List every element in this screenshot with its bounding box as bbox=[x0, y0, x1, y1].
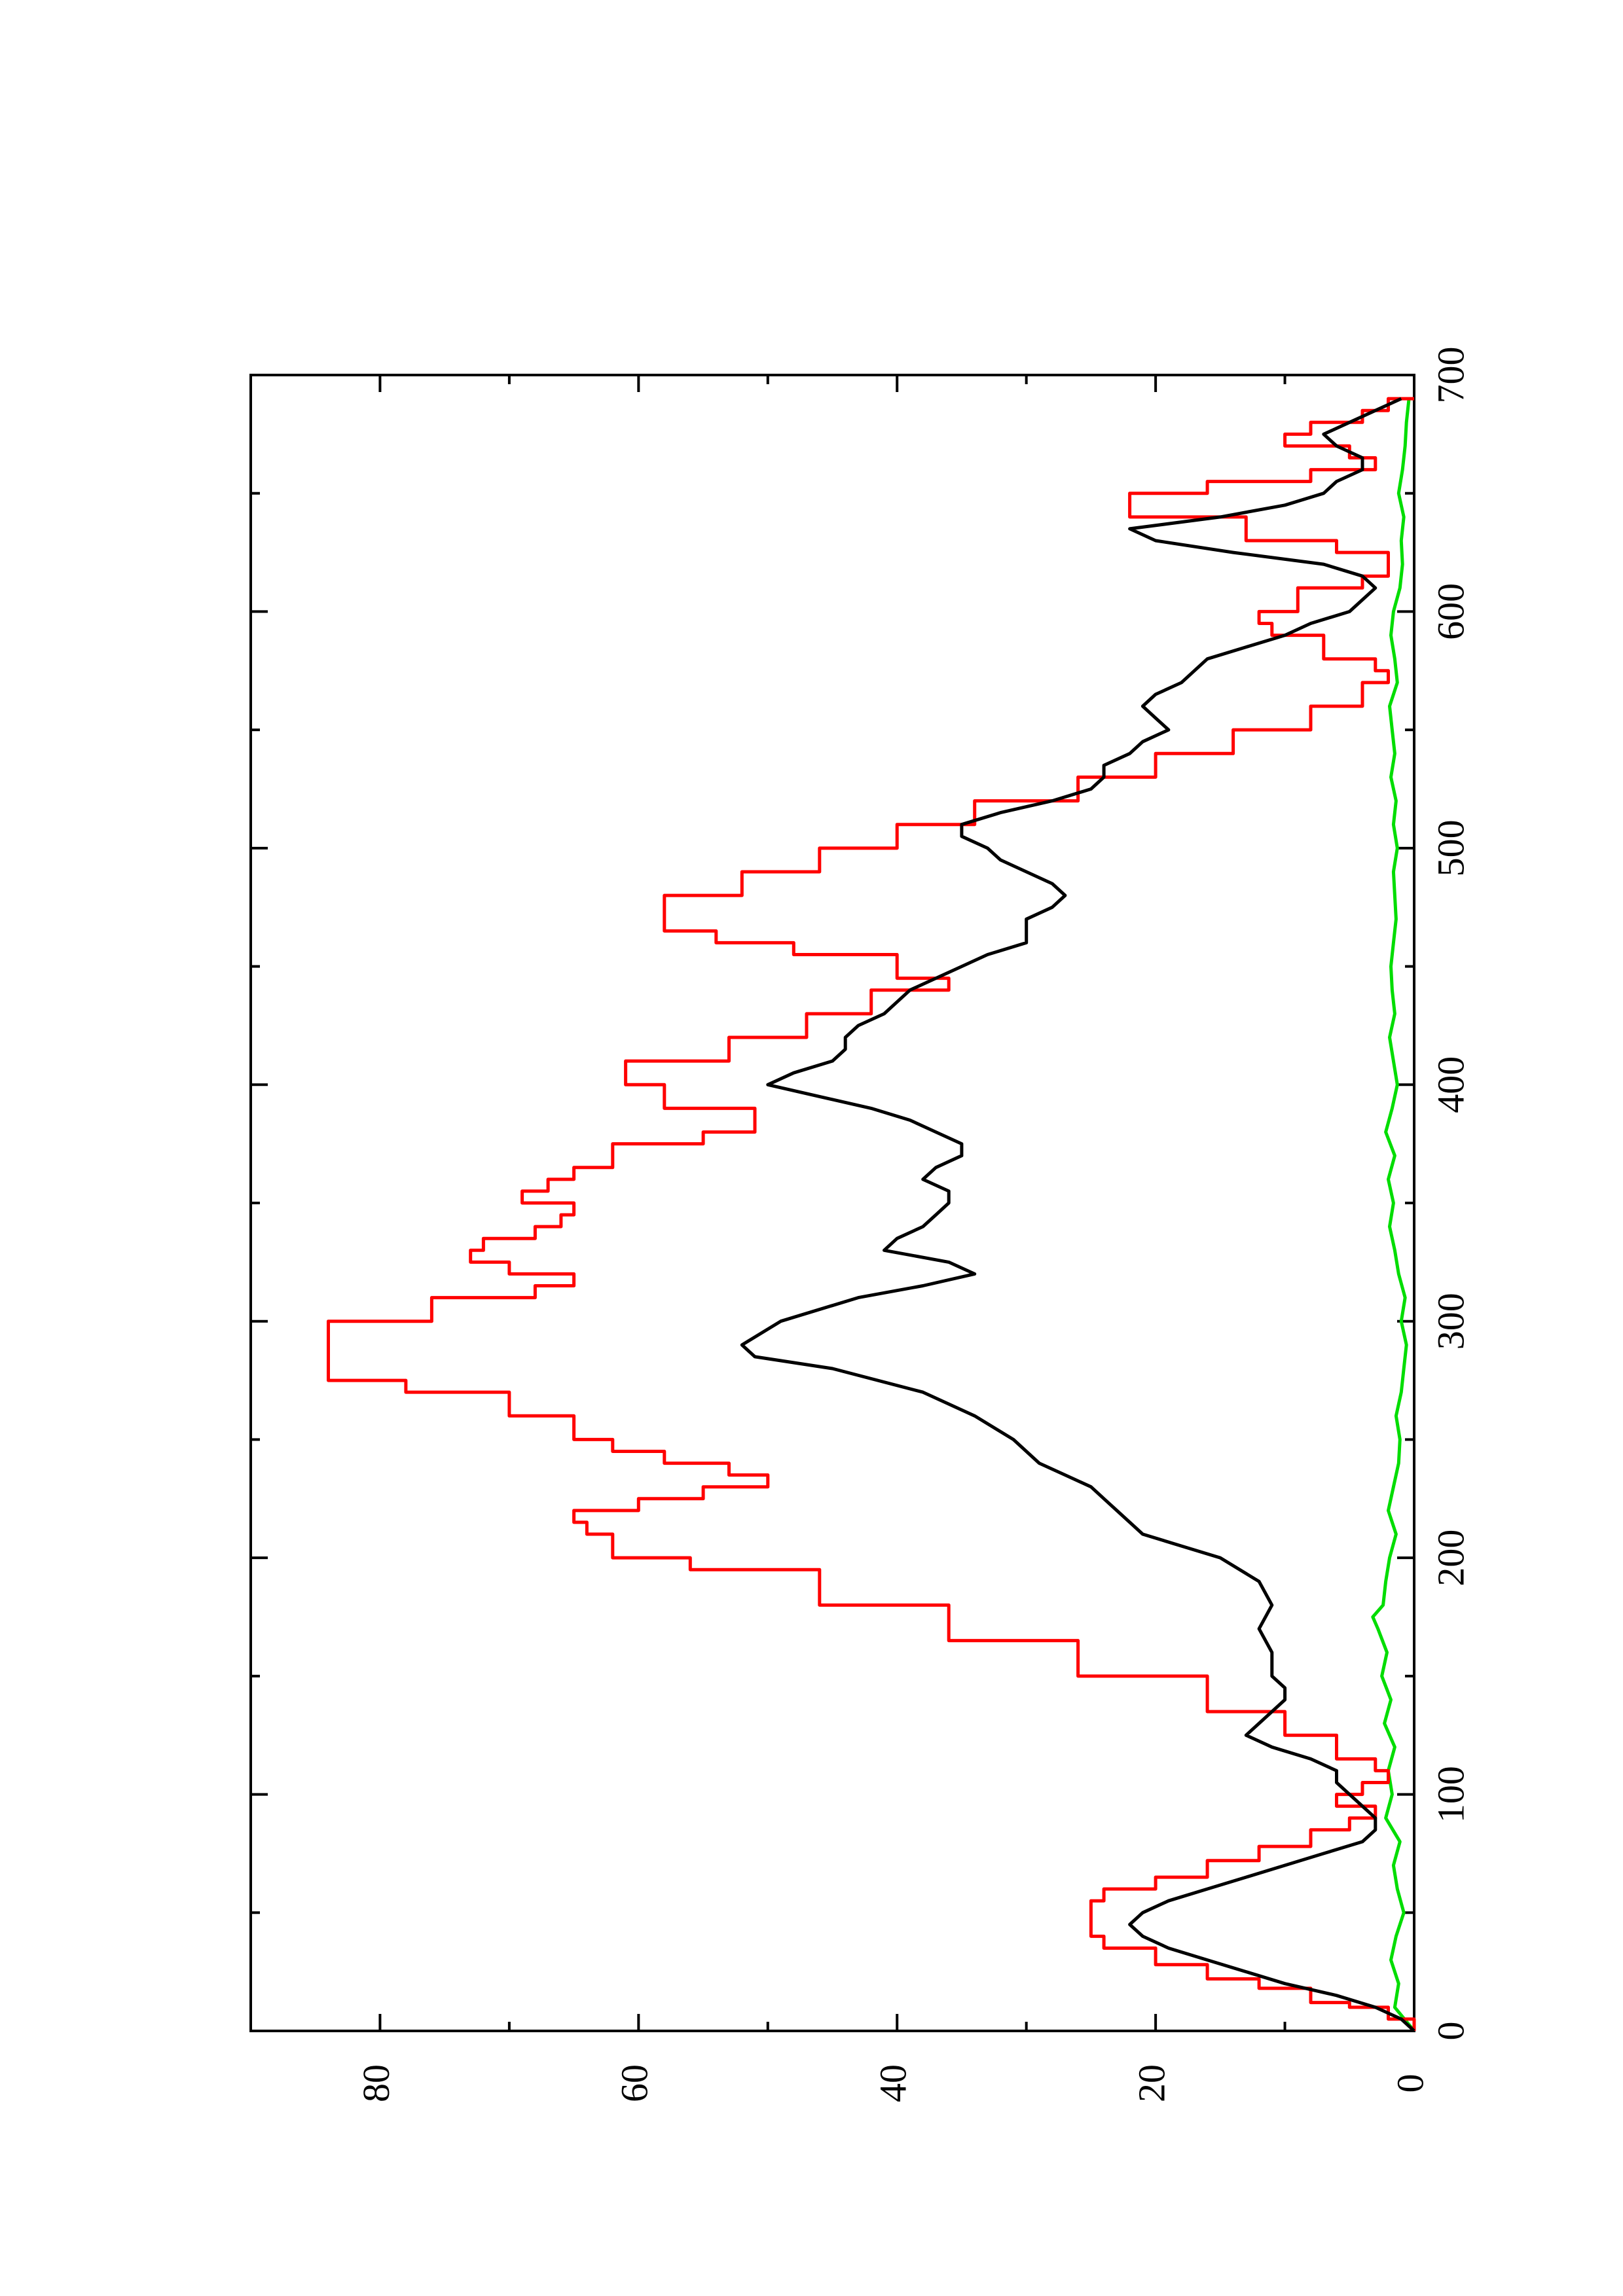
series-line-3 bbox=[1371, 398, 1415, 2032]
y-axis: 0 20 40 60 80 bbox=[355, 375, 1431, 2102]
plot-frame bbox=[249, 374, 1415, 2032]
x-tick-label: 500 bbox=[1429, 819, 1472, 876]
y-tick-label: 60 bbox=[613, 2064, 656, 2102]
y-tick-label: 0 bbox=[1389, 2074, 1431, 2093]
x-tick-label: 400 bbox=[1429, 1056, 1472, 1113]
y-tick-label: 40 bbox=[872, 2064, 915, 2102]
y-tick-label: 20 bbox=[1130, 2064, 1173, 2102]
x-tick-label: 100 bbox=[1429, 1766, 1472, 1823]
x-tick-label: 0 bbox=[1429, 2022, 1472, 2041]
x-tick-label: 300 bbox=[1429, 1293, 1472, 1350]
y-tick-label: 80 bbox=[355, 2064, 397, 2102]
x-tick-label: 200 bbox=[1429, 1530, 1472, 1587]
x-tick-label: 600 bbox=[1429, 583, 1472, 640]
x-axis: 0 100 200 300 400 500 600 700 bbox=[251, 347, 1472, 2041]
series-line-2 bbox=[740, 397, 1415, 2032]
series-layer bbox=[327, 397, 1416, 2032]
series-line-1 bbox=[327, 397, 1416, 2031]
x-tick-label: 700 bbox=[1429, 347, 1472, 404]
plot-border bbox=[249, 374, 1415, 2032]
